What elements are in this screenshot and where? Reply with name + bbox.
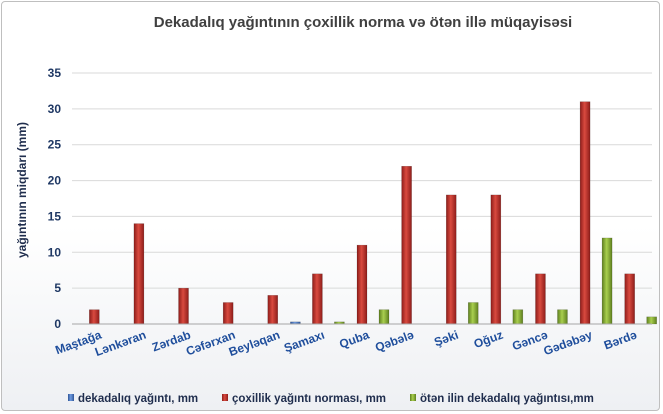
bar-Quba-series-3 xyxy=(378,309,390,325)
bar-Oğuz-series-2 xyxy=(490,194,502,325)
y-tick-label: 10 xyxy=(48,245,62,259)
x-tick-label: Qəbələ xyxy=(373,328,416,355)
legend-label: ötən ilin dekadalıq yağıntısı,mm xyxy=(420,393,594,405)
x-tick-label: Quba xyxy=(337,328,371,352)
x-tick-label: Şamaxı xyxy=(282,328,326,356)
bar-Oğuz-series-3 xyxy=(512,309,524,325)
y-tick-label: 35 xyxy=(48,66,62,80)
bar-Qəbələ-series-2 xyxy=(401,165,412,325)
bar-Gəncə-series-3 xyxy=(557,309,568,325)
x-tick-label: Oğuz xyxy=(472,328,505,351)
bar-Cəfərxan-series-2 xyxy=(222,302,234,325)
bar-Gədəbəy-series-2 xyxy=(579,101,591,325)
x-tick-label: Şəki xyxy=(432,328,460,350)
y-tick-label: 0 xyxy=(54,317,61,331)
bar-Şəki-series-3 xyxy=(467,302,479,325)
y-tick-label: 5 xyxy=(54,281,61,295)
bar-Gədəbəy-series-3 xyxy=(601,237,613,325)
bar-Şəki-series-2 xyxy=(445,194,457,325)
bar-Bərdə-series-2 xyxy=(624,273,635,325)
y-tick-label: 25 xyxy=(48,138,62,152)
chart-title: Dekadalıq yağıntının çoxillik norma və ö… xyxy=(154,14,572,31)
bar-Quba-series-2 xyxy=(356,244,368,325)
bar-Maştağa-series-2 xyxy=(89,309,100,325)
bars xyxy=(89,101,657,325)
bar-Şamaxı-series-2 xyxy=(312,273,323,325)
bar-Zərdab-series-2 xyxy=(178,287,189,325)
legend-swatch xyxy=(410,394,416,401)
x-tick-label: Bərdə xyxy=(602,328,639,353)
bar-Gəncə-series-2 xyxy=(535,273,546,325)
legend-swatch xyxy=(222,394,228,401)
y-axis-ticks: 0 5 10 15 20 25 30 35 xyxy=(48,66,62,331)
legend-label: dekadalıq yağıntı, mm xyxy=(78,393,198,405)
x-tick-label: Beyləqan xyxy=(227,328,282,359)
bar-Lənkəran-series-2 xyxy=(133,223,145,325)
y-axis-label: yağıntının miqdarı (mm) xyxy=(15,122,29,258)
legend: dekadalıq yağıntı, mm çoxillik yağıntı no… xyxy=(68,393,594,405)
x-tick-label: Gədəbəy xyxy=(542,328,595,359)
y-tick-label: 15 xyxy=(48,209,62,223)
bar-Bərdə-series-3 xyxy=(646,316,657,325)
bar-Beyləqan-series-2 xyxy=(267,295,279,325)
y-tick-label: 20 xyxy=(48,174,62,188)
y-tick-label: 30 xyxy=(48,102,62,116)
x-tick-label: Lənkəran xyxy=(93,328,148,359)
legend-label: çoxillik yağıntı norması, mm xyxy=(232,393,386,405)
legend-swatch xyxy=(68,394,74,401)
gridlines xyxy=(72,72,652,289)
